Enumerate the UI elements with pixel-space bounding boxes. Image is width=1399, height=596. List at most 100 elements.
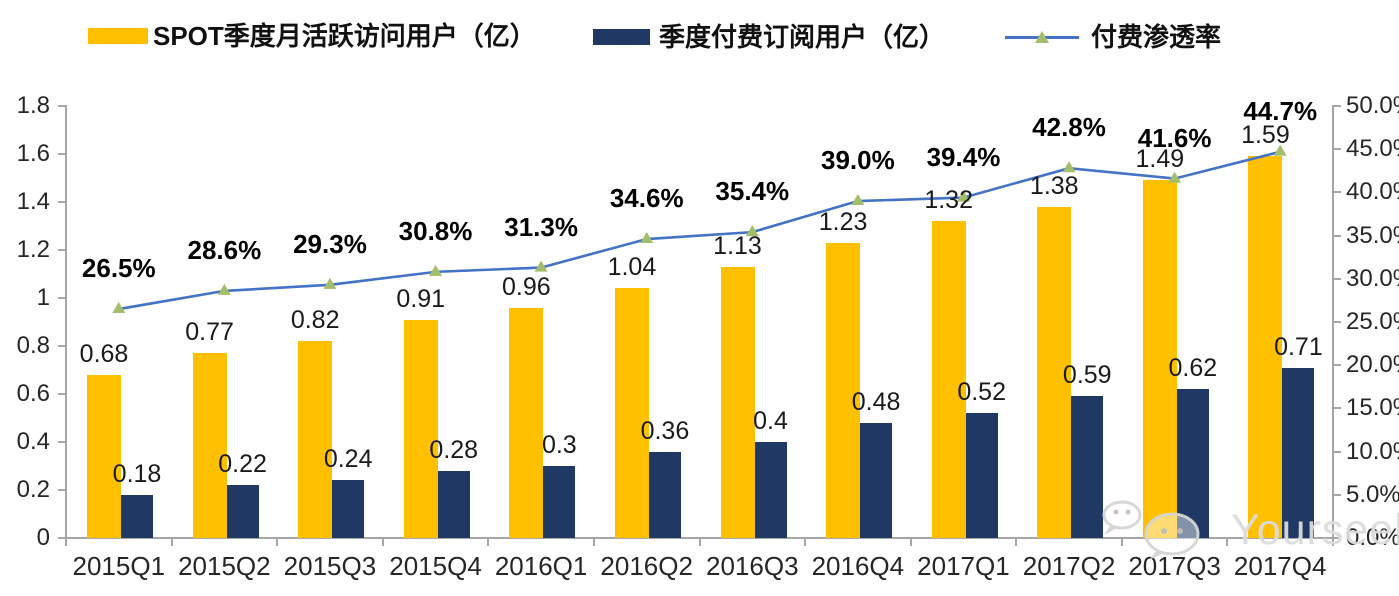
bar-subs bbox=[754, 442, 787, 538]
x-axis-tick bbox=[909, 538, 912, 546]
x-tick-label: 2016Q2 bbox=[600, 551, 693, 581]
bar-subs bbox=[543, 466, 576, 538]
y-right-tick bbox=[1333, 364, 1341, 367]
x-tick-label: 2017Q4 bbox=[1233, 551, 1327, 581]
y-right-tick bbox=[1333, 148, 1341, 151]
bar-subs bbox=[860, 422, 893, 538]
bar-mau bbox=[87, 374, 121, 538]
penetration-marker-icon bbox=[640, 232, 654, 244]
x-axis-tick bbox=[170, 538, 173, 546]
bar-label-mau: 0.82 bbox=[290, 306, 340, 335]
bar-label-subs: 0.18 bbox=[112, 459, 162, 488]
y-right-tick-label: 25.0% bbox=[1346, 308, 1399, 335]
bar-label-mau: 1.32 bbox=[924, 186, 973, 215]
bar-mau bbox=[720, 266, 755, 538]
x-axis-tick bbox=[1015, 538, 1018, 546]
y-right-tick-label: 30.0% bbox=[1346, 264, 1399, 292]
bar-label-subs: 0.4 bbox=[753, 407, 788, 435]
penetration-pct-label: 30.8% bbox=[398, 215, 473, 246]
bar-label-mau: 1.59 bbox=[1241, 121, 1290, 150]
y-right-tick-label: 5.0% bbox=[1346, 480, 1399, 508]
y-left-tick-label: 1 bbox=[36, 284, 50, 311]
x-axis-tick bbox=[804, 538, 807, 546]
penetration-marker-icon bbox=[429, 264, 443, 276]
y-left-tick-label: 0.2 bbox=[16, 476, 50, 503]
penetration-pct-label: 34.6% bbox=[609, 183, 684, 214]
penetration-pct-label: 39.4% bbox=[926, 141, 1001, 172]
y-right-tick bbox=[1333, 277, 1341, 280]
y-left-tick bbox=[58, 489, 66, 491]
y-right-tick-label: 35.0% bbox=[1346, 221, 1399, 249]
y-left-tick-label: 1.8 bbox=[16, 92, 50, 119]
x-tick-label: 2015Q3 bbox=[283, 551, 377, 581]
legend-item-subs: 季度付费订阅用户（亿） bbox=[593, 22, 945, 52]
penetration-marker-icon bbox=[534, 260, 548, 272]
penetration-marker-icon bbox=[112, 302, 126, 314]
x-tick-label: 2016Q1 bbox=[494, 551, 588, 581]
penetration-pct-label: 31.3% bbox=[504, 211, 578, 242]
penetration-pct-label: 26.5% bbox=[81, 253, 156, 284]
x-axis-tick bbox=[1120, 538, 1123, 546]
bar-label-subs: 0.52 bbox=[957, 378, 1006, 407]
y-right-tick-label: 45.0% bbox=[1346, 135, 1399, 163]
legend-label-penetration: 付费渗透率 bbox=[1091, 22, 1222, 52]
bar-subs bbox=[648, 451, 681, 538]
legend-label-mau: SPOT季度月活跃访问用户（亿） bbox=[153, 21, 536, 51]
bar-subs bbox=[121, 494, 153, 538]
bar-label-mau: 0.96 bbox=[501, 272, 551, 301]
y-left-tick bbox=[58, 441, 66, 443]
bar-subs bbox=[1282, 367, 1315, 538]
x-tick-label: 2017Q2 bbox=[1022, 551, 1116, 581]
bar-label-mau: 1.23 bbox=[818, 207, 868, 236]
penetration-marker-icon bbox=[851, 194, 865, 206]
penetration-pct-label: 44.7% bbox=[1243, 95, 1318, 126]
x-axis-tick bbox=[1226, 538, 1229, 546]
bar-mau bbox=[614, 288, 649, 538]
mau-legend-swatch bbox=[88, 28, 148, 44]
y-right-tick-label: 15.0% bbox=[1346, 394, 1399, 422]
y-left-tick bbox=[58, 345, 66, 347]
y-left-tick bbox=[58, 153, 66, 155]
y-left-tick bbox=[58, 249, 66, 251]
bar-label-subs: 0.22 bbox=[218, 450, 267, 479]
bar-subs bbox=[437, 470, 470, 538]
bar-label-subs: 0.62 bbox=[1168, 354, 1218, 383]
y-right-tick-label: 0.0% bbox=[1346, 524, 1399, 551]
y-left-tick-label: 0 bbox=[36, 524, 50, 551]
legend-item-mau: SPOT季度月活跃访问用户（亿） bbox=[88, 21, 536, 51]
bar-mau bbox=[192, 353, 227, 538]
y-axis-left-line bbox=[65, 105, 67, 539]
bar-label-subs: 0.28 bbox=[429, 435, 479, 464]
bar-label-subs: 0.3 bbox=[541, 431, 577, 459]
x-axis-tick bbox=[381, 538, 384, 546]
bar-mau bbox=[298, 341, 333, 538]
x-axis-tick bbox=[698, 538, 701, 546]
penetration-pct-label: 29.3% bbox=[293, 228, 367, 259]
y-right-tick bbox=[1333, 321, 1341, 323]
penetration-pct-label: 28.6% bbox=[187, 234, 262, 265]
y-right-tick bbox=[1333, 407, 1341, 410]
legend-item-penetration: 付费渗透率 bbox=[1005, 22, 1221, 52]
bar-label-subs: 0.48 bbox=[851, 387, 901, 416]
bar-mau bbox=[509, 307, 544, 538]
x-axis-tick bbox=[65, 538, 67, 546]
y-right-tick-label: 20.0% bbox=[1346, 351, 1399, 379]
y-left-tick-label: 1.6 bbox=[16, 140, 50, 167]
bar-subs bbox=[226, 485, 259, 538]
y-right-tick bbox=[1333, 191, 1341, 194]
penetration-pct-label: 35.4% bbox=[715, 176, 790, 207]
legend-label-subs: 季度付费订阅用户（亿） bbox=[659, 22, 946, 52]
y-left-tick-label: 1.2 bbox=[16, 236, 50, 263]
y-left-tick-label: 0.4 bbox=[16, 428, 50, 455]
y-right-tick bbox=[1333, 537, 1341, 539]
subs-legend-swatch bbox=[593, 29, 650, 45]
bar-label-subs: 0.71 bbox=[1274, 332, 1323, 361]
penetration-marker-icon bbox=[323, 277, 337, 289]
bar-label-mau: 0.91 bbox=[396, 284, 446, 313]
bar-subs bbox=[965, 413, 998, 538]
y-right-tick-label: 10.0% bbox=[1346, 437, 1399, 465]
x-tick-label: 2015Q2 bbox=[178, 551, 271, 581]
x-tick-label: 2016Q4 bbox=[811, 551, 905, 581]
y-left-tick bbox=[58, 393, 66, 395]
